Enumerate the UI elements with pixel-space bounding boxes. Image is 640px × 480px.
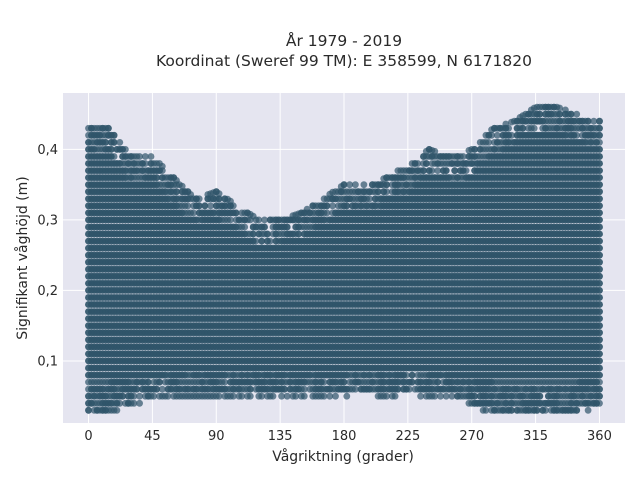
data-point [113, 406, 121, 414]
data-point [85, 406, 92, 414]
data-point [283, 223, 291, 231]
data-point [269, 392, 277, 400]
data-point [261, 223, 268, 231]
data-point [195, 195, 203, 203]
data-point [241, 223, 249, 231]
data-point [215, 190, 223, 198]
data-point [110, 131, 118, 139]
data-point [300, 392, 308, 400]
data-point [158, 162, 166, 170]
data-point [122, 146, 129, 153]
data-point [246, 392, 254, 400]
data-point [147, 153, 155, 160]
data-point [105, 124, 112, 132]
data-point [136, 399, 144, 407]
data-points [85, 103, 603, 414]
data-point [110, 153, 118, 160]
data-point [116, 139, 124, 146]
data-point [229, 202, 237, 210]
